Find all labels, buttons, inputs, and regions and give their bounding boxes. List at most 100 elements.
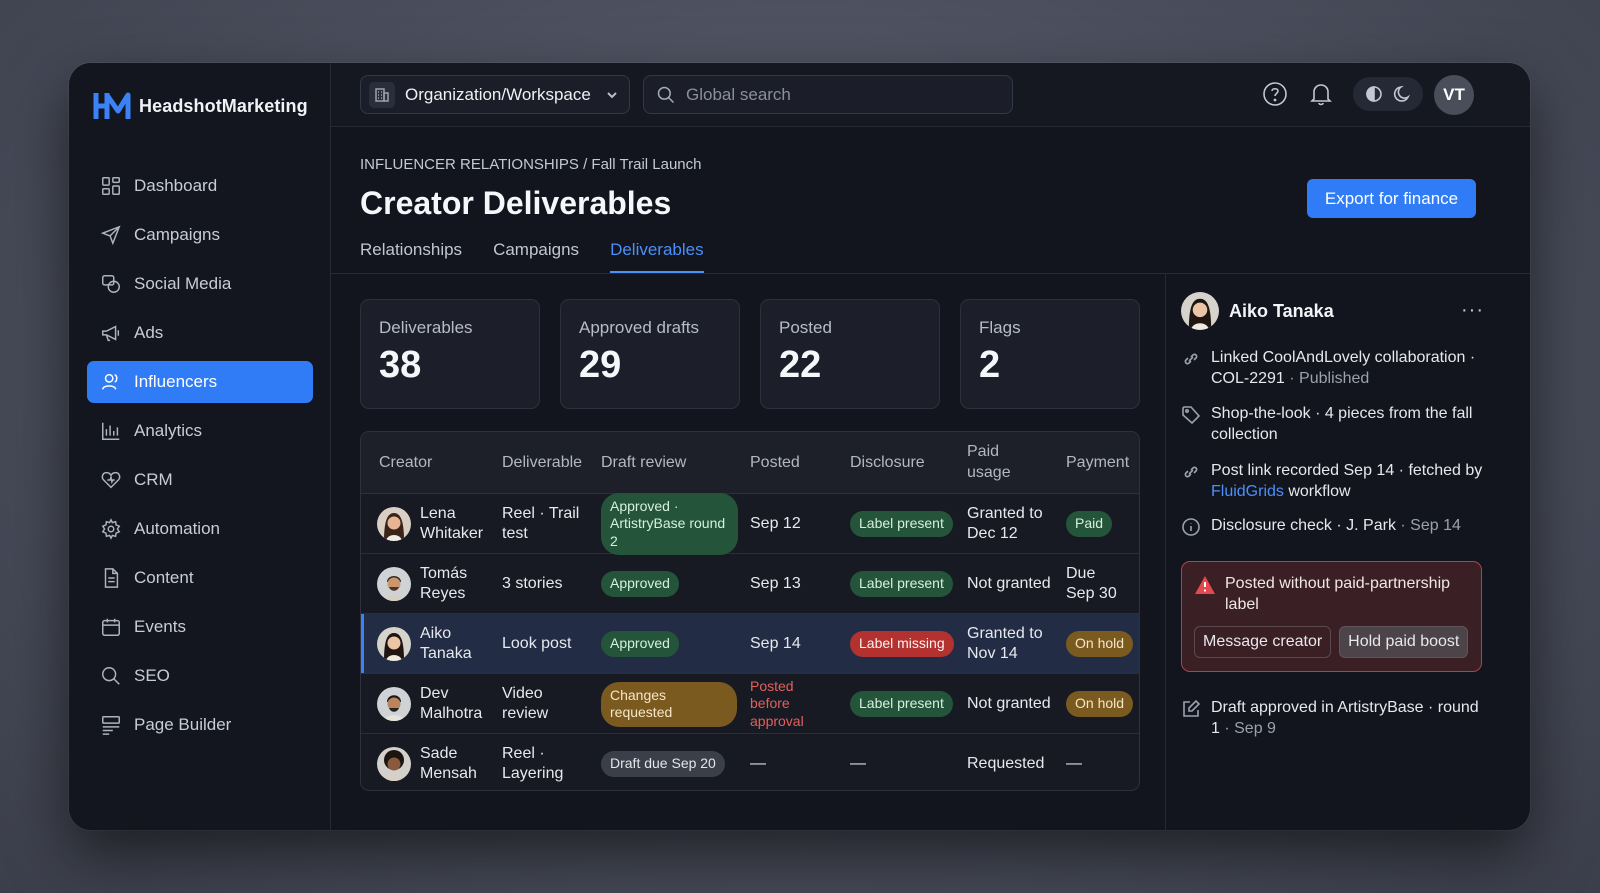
draft-review-cell: Approved · ArtistryBase round 2 [601,492,738,556]
export-for-finance-button[interactable]: Export for finance [1307,179,1476,218]
column-header-posted[interactable]: Posted [750,453,800,471]
creator-profile-name[interactable]: Aiko Tanaka [1229,301,1334,321]
sidebar-item-seo[interactable]: SEO [87,655,313,697]
sidebar-item-crm[interactable]: CRM [87,459,313,501]
alert-message: Posted without paid-partnership label [1225,575,1451,613]
brand-logo[interactable]: HeadshotMarketing [93,89,308,123]
draft-review-cell: Draft due Sep 20 [601,734,725,790]
paid-usage-cell: Not granted [967,575,1051,592]
creator-name: Lena Whitaker [420,505,484,542]
column-header-payment[interactable]: Payment [1066,453,1130,471]
sidebar-item-page-builder[interactable]: Page Builder [87,704,313,746]
paid-usage-cell: Granted to Dec 12 [967,505,1043,542]
payment-cell: On hold [1066,674,1134,734]
fluidgrids-link[interactable]: FluidGrids [1211,482,1284,500]
activity-item: Post link recorded Sep 14 · fetched by F… [1181,461,1491,503]
table-row[interactable]: Sade Mensah Reel · Layering Draft due Se… [361,734,1139,790]
sidebar-item-label: Page Builder [134,715,232,734]
sidebar-item-campaigns[interactable]: Campaigns [87,214,313,256]
workspace-selector[interactable]: Organization/Workspace [360,75,630,114]
user-icon [102,373,118,390]
status-badge: Label missing [850,631,954,657]
tab-bar: Relationships Campaigns Deliverables [360,240,704,273]
sidebar-item-influencers[interactable]: Influencers [87,361,313,403]
help-button[interactable] [1262,81,1288,107]
info-icon [1182,518,1200,536]
sidebar-item-automation[interactable]: Automation [87,508,313,550]
app-window: HeadshotMarketing Dashboard Campaigns So… [69,63,1530,830]
payment-cell: Paid [1066,494,1113,554]
column-header-paid-usage[interactable]: Paid usage [967,443,1011,481]
deliverable-cell: Reel · Trail test [502,505,580,542]
logo-icon [93,92,131,119]
tab-deliverables[interactable]: Deliverables [610,240,704,273]
activity-meta: · Sep 9 [1219,719,1276,737]
more-options-icon[interactable]: ··· [1461,299,1484,321]
creator-cell: Sade Mensah [377,734,492,790]
table-row[interactable]: Tomás Reyes 3 stories Approved Sep 13 La… [361,554,1139,614]
activity-text: Shop-the-look · 4 pieces from the fall c… [1211,405,1473,443]
sidebar-item-events[interactable]: Events [87,606,313,648]
sidebar-item-social-media[interactable]: Social Media [87,263,313,305]
table-row[interactable]: Dev Malhotra Video review Changes reques… [361,674,1139,734]
sidebar-item-analytics[interactable]: Analytics [87,410,313,452]
table-row-selected[interactable]: Aiko Tanaka Look post Approved Sep 14 La… [361,614,1139,674]
sidebar-item-label: Events [134,617,186,636]
tab-campaigns[interactable]: Campaigns [493,240,580,259]
sidebar-item-label: Social Media [134,274,232,293]
creator-avatar [377,687,411,721]
paid-usage-cell: Requested [967,755,1045,772]
bar-chart-icon [102,422,120,440]
document-icon [104,568,119,588]
creator-avatar [377,507,411,541]
sidebar-item-label: Dashboard [134,176,218,195]
status-badge: Approved · ArtistryBase round 2 [601,492,738,556]
panel-divider [1165,273,1166,830]
megaphone-icon [102,325,120,342]
status-badge: Draft due Sep 20 [601,751,725,777]
stat-card-flags: Flags 2 [960,299,1140,409]
column-header-disclosure[interactable]: Disclosure [850,453,925,471]
creator-profile-avatar [1181,292,1219,330]
building-icon [369,81,395,108]
posted-cell: Sep 14 [750,635,801,652]
activity-meta: · Sep 14 [1395,517,1461,534]
message-creator-button[interactable]: Message creator [1194,625,1332,658]
draft-review-cell: Approved [601,554,679,614]
column-header-draft-review[interactable]: Draft review [601,453,687,471]
warning-icon [1195,576,1215,594]
posted-cell: Sep 13 [750,575,801,592]
hold-paid-boost-button[interactable]: Hold paid boost [1339,625,1469,658]
heart-icon [101,471,121,489]
breadcrumb[interactable]: INFLUENCER RELATIONSHIPS / Fall Trail La… [360,156,702,173]
theme-toggle[interactable] [1353,77,1423,111]
sidebar: HeadshotMarketing Dashboard Campaigns So… [69,63,331,830]
layout-icon [102,716,120,735]
creator-cell: Lena Whitaker [377,494,492,554]
global-search[interactable] [643,75,1013,114]
column-header-deliverable[interactable]: Deliverable [502,453,583,471]
posted-cell: Sep 12 [750,515,801,532]
status-badge: Label present [850,691,953,717]
activity-text: Disclosure check · J. Park [1211,517,1396,534]
notifications-button[interactable] [1308,81,1334,107]
sidebar-item-label: Automation [134,519,220,538]
creator-cell: Aiko Tanaka [377,614,492,674]
sidebar-item-dashboard[interactable]: Dashboard [87,165,313,207]
search-icon [102,667,120,685]
tab-relationships[interactable]: Relationships [360,240,463,259]
deliverables-table: Creator Deliverable Draft review Posted … [360,431,1140,791]
sidebar-item-ads[interactable]: Ads [87,312,313,354]
disclosure-cell: Label missing [850,614,954,674]
user-avatar[interactable]: VT [1434,75,1474,115]
sidebar-item-label: Ads [134,323,164,342]
status-badge: Approved [601,571,679,597]
paid-usage-cell: Granted to Nov 14 [967,625,1043,662]
column-header-creator[interactable]: Creator [379,453,433,471]
sidebar-item-content[interactable]: Content [87,557,313,599]
table-row[interactable]: Lena Whitaker Reel · Trail test Approved… [361,492,1139,556]
deliverable-cell: Video review [502,685,549,722]
search-input[interactable] [686,84,986,105]
sidebar-item-label: CRM [134,470,173,489]
activity-text: Draft approved in ArtistryBase · round 1 [1211,699,1479,737]
